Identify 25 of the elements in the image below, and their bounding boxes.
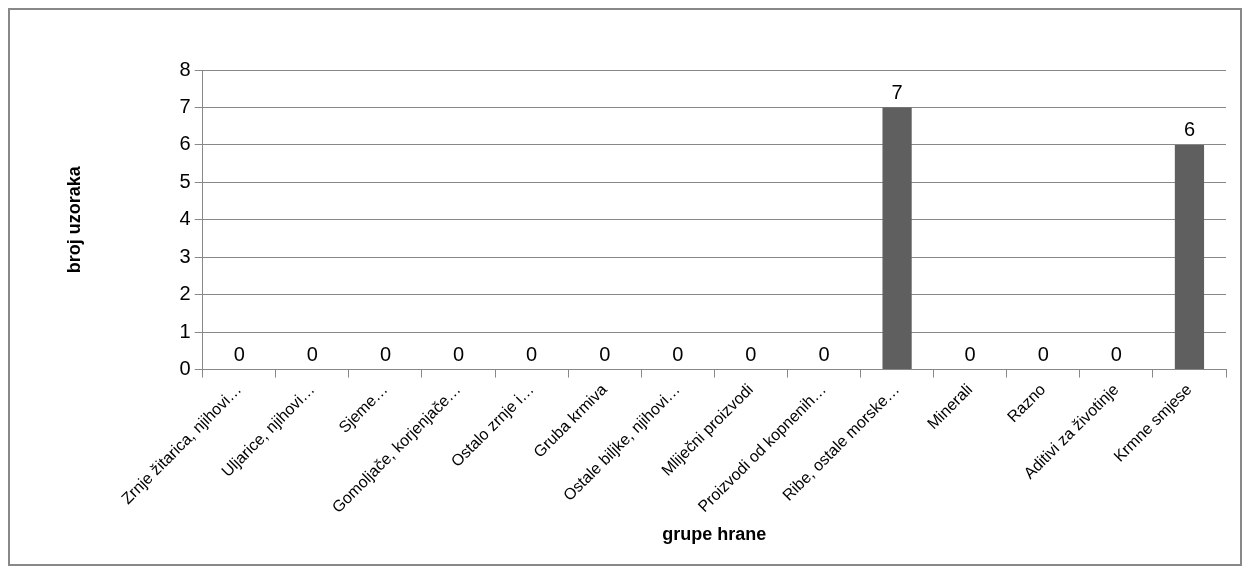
data-label: 0	[1110, 343, 1122, 366]
data-label: 0	[526, 343, 538, 366]
data-label: 0	[818, 343, 830, 366]
data-label: 0	[452, 343, 465, 366]
y-axis-title: broj uzoraka	[63, 165, 84, 274]
y-tick-label: 7	[179, 94, 191, 117]
data-label: 6	[1183, 118, 1196, 141]
data-label: 0	[599, 343, 611, 366]
y-tick-label: 5	[179, 169, 191, 192]
data-label: 0	[233, 343, 245, 366]
y-tick-label: 1	[179, 319, 191, 342]
y-tick-label: 2	[179, 282, 191, 305]
data-label: 0	[745, 343, 757, 366]
y-tick-label: 0	[179, 357, 191, 380]
y-tick-label: 8	[179, 57, 191, 80]
data-label: 0	[1037, 343, 1049, 366]
x-axis-title: grupe hrane	[662, 524, 767, 545]
data-label: 0	[306, 343, 318, 366]
y-tick-label: 4	[179, 207, 191, 230]
data-label: 7	[891, 80, 903, 103]
y-tick-label: 6	[179, 132, 191, 155]
y-tick-label: 3	[179, 244, 191, 267]
data-label: 0	[964, 343, 976, 366]
data-label: 0	[672, 343, 684, 366]
data-label: 0	[379, 343, 392, 366]
